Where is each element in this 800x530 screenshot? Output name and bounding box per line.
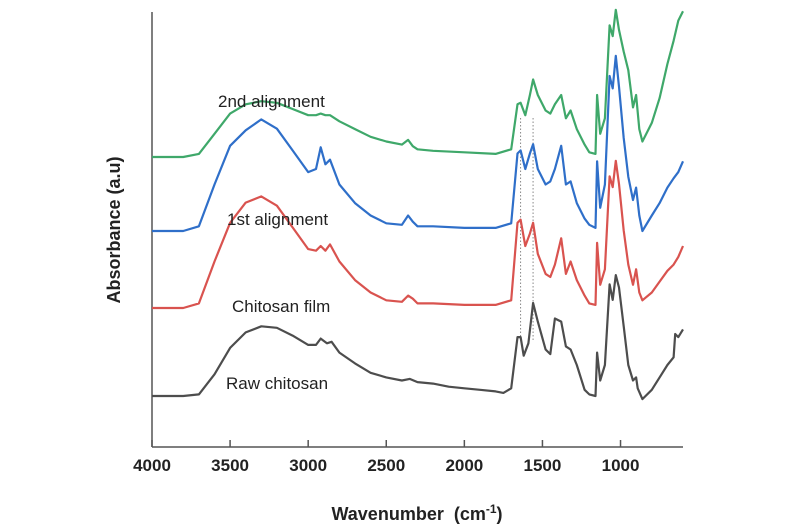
series-line <box>152 54 685 233</box>
series-label-raw-chitosan: Raw chitosan <box>226 374 328 393</box>
series-line <box>152 274 684 401</box>
x-tick-label: 3000 <box>289 456 327 475</box>
axes <box>151 12 683 448</box>
series-layer <box>152 8 685 401</box>
series-label-1st-alignment: 1st alignment <box>227 210 328 229</box>
x-tick-label: 1000 <box>602 456 640 475</box>
x-tick-label: 4000 <box>133 456 171 475</box>
series-line <box>152 159 685 310</box>
series-label-2nd-alignment: 2nd alignment <box>218 92 325 111</box>
x-tick-label: 1500 <box>524 456 562 475</box>
x-axis-title-unit-close: ) <box>497 504 503 524</box>
x-axis-title-unit-sup: -1 <box>486 502 497 516</box>
x-axis-title-main: Wavenumber <box>331 504 443 524</box>
series-label-chitosan-film: Chitosan film <box>232 297 330 316</box>
x-ticks: 4000 3500 3000 2500 2000 1500 1000 <box>133 440 639 475</box>
x-tick-label: 2000 <box>445 456 483 475</box>
x-axis-title: Wavenumber (cm-1) <box>331 502 502 524</box>
series-line <box>152 8 684 159</box>
x-axis-title-unit: (cm <box>454 504 486 524</box>
y-axis-title: Absorbance (a.u) <box>104 156 124 303</box>
x-tick-label: 2500 <box>367 456 405 475</box>
x-tick-label: 3500 <box>211 456 249 475</box>
